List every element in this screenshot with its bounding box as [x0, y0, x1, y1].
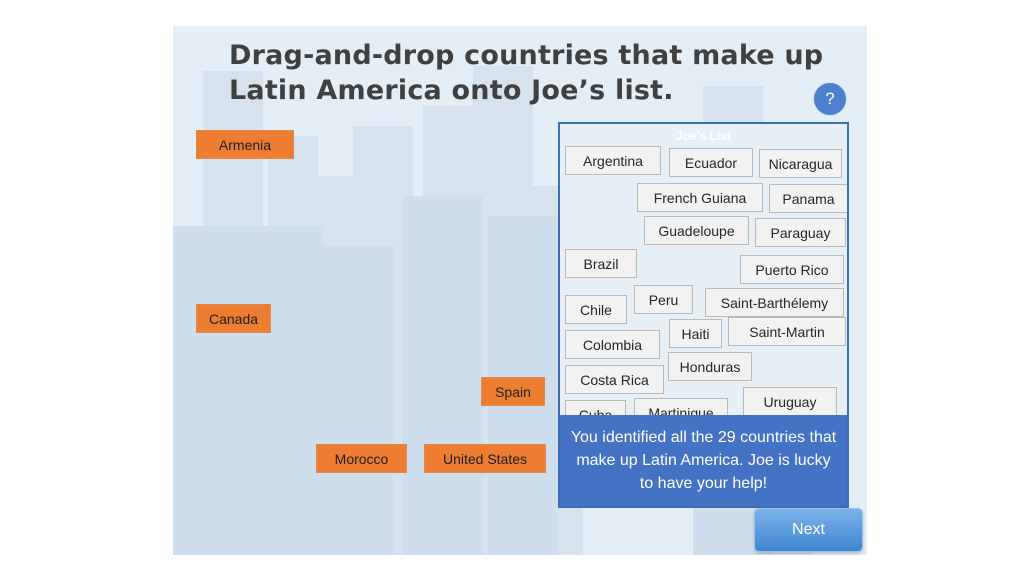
list-item-chile[interactable]: Chile	[565, 295, 627, 324]
list-item-panama[interactable]: Panama	[769, 184, 847, 213]
draggable-country-spain[interactable]: Spain	[481, 377, 545, 406]
list-item-argentina[interactable]: Argentina	[565, 146, 661, 175]
list-item-brazil[interactable]: Brazil	[565, 249, 637, 278]
list-item-saint-martin[interactable]: Saint-Martin	[728, 317, 846, 346]
list-item-paraguay[interactable]: Paraguay	[755, 218, 846, 247]
list-item-guadeloupe[interactable]: Guadeloupe	[644, 216, 749, 245]
list-item-ecuador[interactable]: Ecuador	[669, 148, 753, 177]
page-title: Drag-and-drop countries that make up Lat…	[229, 40, 824, 106]
list-item-costa-rica[interactable]: Costa Rica	[565, 365, 664, 394]
list-item-colombia[interactable]: Colombia	[565, 330, 660, 359]
list-item-honduras[interactable]: Honduras	[668, 352, 752, 381]
draggable-country-morocco[interactable]: Morocco	[316, 444, 407, 473]
slide: Drag-and-drop countries that make up Lat…	[173, 26, 867, 555]
next-button[interactable]: Next	[754, 508, 863, 552]
list-item-french-guiana[interactable]: French Guiana	[637, 183, 763, 212]
success-feedback-message: You identified all the 29 countries that…	[560, 415, 847, 506]
list-item-uruguay[interactable]: Uruguay	[743, 387, 837, 416]
list-item-puerto-rico[interactable]: Puerto Rico	[740, 255, 844, 284]
list-item-nicaragua[interactable]: Nicaragua	[759, 149, 842, 178]
list-item-saint-barthelemy[interactable]: Saint-Barthélemy	[705, 288, 844, 317]
help-button[interactable]: ?	[813, 82, 847, 116]
draggable-country-united-states[interactable]: United States	[424, 444, 546, 473]
list-title: Joe’s List	[676, 129, 731, 143]
draggable-country-armenia[interactable]: Armenia	[196, 130, 294, 159]
draggable-country-canada[interactable]: Canada	[196, 304, 271, 333]
list-item-peru[interactable]: Peru	[634, 285, 693, 314]
joes-list-drop-zone[interactable]: Joe’s List Argentina Ecuador Nicaragua F…	[558, 122, 849, 508]
list-item-haiti[interactable]: Haiti	[669, 319, 722, 348]
